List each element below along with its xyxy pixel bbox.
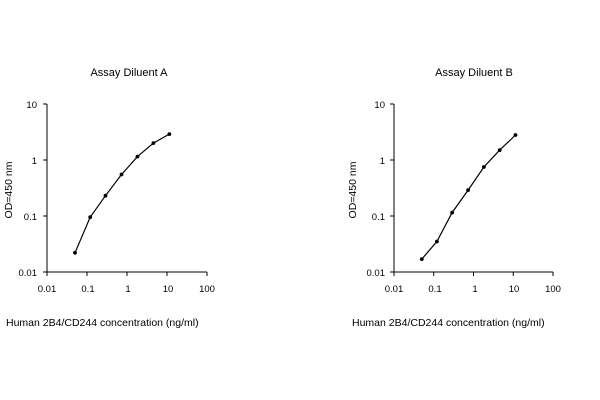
data-point <box>450 210 454 215</box>
y-tick-labels: 0.01 0.1 1 10 <box>367 100 386 279</box>
x-tick-label: 0.1 <box>428 284 441 295</box>
y-tick-label: 1 <box>32 156 37 167</box>
y-tick-label: 0.01 <box>19 268 38 279</box>
data-point <box>103 193 108 198</box>
data-point <box>435 239 439 244</box>
data-point <box>497 148 502 153</box>
y-tick-label: 10 <box>374 100 385 111</box>
x-tick-labels: 0.01 0.1 1 10 100 <box>38 284 215 295</box>
data-point <box>135 154 140 159</box>
y-tick-label: 10 <box>26 100 37 111</box>
y-tick-label: 0.1 <box>372 212 385 223</box>
x-tick-labels: 0.01 0.1 1 10 100 <box>385 284 561 295</box>
data-point <box>73 250 77 255</box>
x-axis-label: Human 2B4/CD244 concentration (ng/ml) <box>6 317 199 329</box>
x-tick-label: 0.1 <box>81 284 94 295</box>
data-point <box>167 132 172 137</box>
x-tick-label: 1 <box>472 284 477 295</box>
y-tick-label: 0.1 <box>24 212 37 223</box>
x-tick-label: 1 <box>125 284 130 295</box>
chart-title: Assay Diluent B <box>435 67 513 79</box>
data-point <box>482 165 486 169</box>
series-line <box>74 133 170 254</box>
x-tick-label: 10 <box>509 284 520 295</box>
x-tick-label: 0.01 <box>38 284 57 295</box>
x-axis-label: Human 2B4/CD244 concentration (ng/ml) <box>352 317 545 329</box>
y-tick-labels: 0.01 0.1 1 10 <box>19 100 38 279</box>
data-point <box>119 172 124 177</box>
y-axis-label: OD=450 nm <box>3 161 15 218</box>
chart-assay-diluent-b: Assay Diluent B 0.01 0.1 1 10 0.01 0.1 1… <box>347 67 561 329</box>
x-tick-label: 0.01 <box>385 284 404 295</box>
y-axis-label: OD=450 nm <box>347 161 359 218</box>
x-tick-label: 100 <box>545 284 561 295</box>
x-tick-label: 10 <box>163 284 174 295</box>
x-tick-label: 100 <box>199 284 215 295</box>
data-point <box>466 188 470 193</box>
data-point <box>151 141 156 146</box>
chart-title: Assay Diluent A <box>90 67 168 79</box>
y-tick-label: 1 <box>380 156 385 167</box>
y-tick-label: 0.01 <box>367 268 386 279</box>
data-point <box>419 257 424 261</box>
data-point <box>88 215 93 220</box>
chart-assay-diluent-a: Assay Diluent A 0.01 0.1 1 10 0.01 0.1 1… <box>3 67 215 329</box>
data-point <box>513 133 518 137</box>
